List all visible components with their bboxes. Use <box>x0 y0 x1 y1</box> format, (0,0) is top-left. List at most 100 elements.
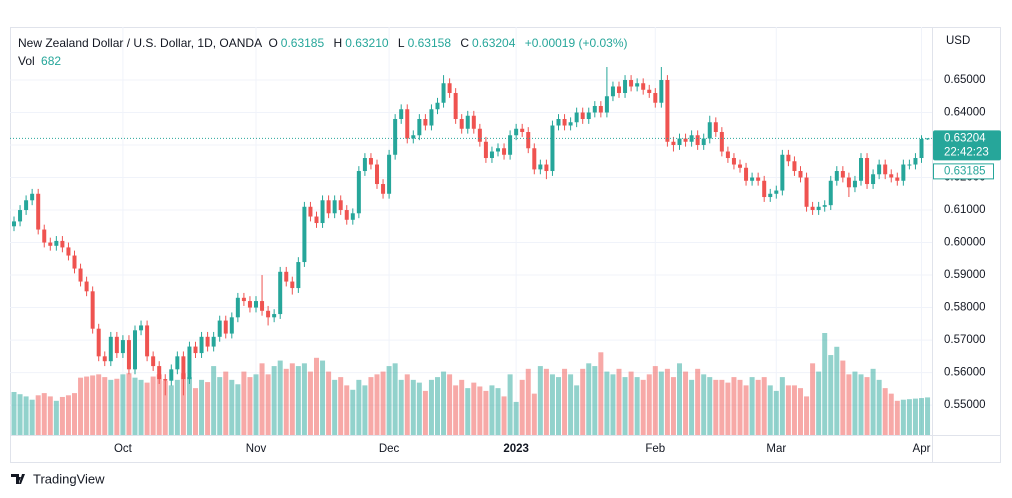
candle-body <box>120 340 125 354</box>
candle-body <box>465 115 470 129</box>
volume-bar <box>428 379 434 435</box>
candle-body <box>344 210 349 220</box>
candle-body <box>913 158 918 165</box>
volume-bar <box>840 360 846 435</box>
volume-bar <box>65 395 71 435</box>
volume-bar <box>144 382 150 435</box>
candle-body <box>133 330 137 370</box>
candle-body <box>163 379 168 381</box>
candle-body <box>193 346 198 354</box>
volume-bar <box>525 368 531 435</box>
volume-bar <box>719 379 725 435</box>
candle-body <box>78 268 83 282</box>
ohlc-item: O 0.63185 <box>268 36 327 50</box>
open-price-label: 0.63185 <box>944 165 986 177</box>
candle-body <box>798 171 803 178</box>
change: +0.00019 (+0.03%) <box>524 36 628 50</box>
volume-bar <box>785 385 791 435</box>
volume-bar <box>84 376 90 435</box>
volume-bar <box>864 377 870 435</box>
x-tick-label: Mar <box>766 443 786 455</box>
candle-body <box>302 206 307 263</box>
candle-body <box>610 86 615 97</box>
candle-body <box>623 79 628 93</box>
candle-body <box>441 83 446 103</box>
candle-body <box>514 128 519 136</box>
volume-bar <box>356 379 362 435</box>
volume-bar <box>283 368 289 435</box>
volume-bar <box>477 386 483 435</box>
volume-bar <box>211 366 217 435</box>
candle-body <box>181 356 186 380</box>
volume-bar <box>404 374 410 435</box>
candle-body <box>42 229 47 243</box>
volume-bar <box>852 371 858 435</box>
volume-bar <box>846 374 852 435</box>
volume-bar <box>743 385 749 435</box>
candle-body <box>538 164 543 170</box>
candle-body <box>738 164 742 168</box>
brand-logo <box>11 474 25 484</box>
volume-bar <box>29 399 35 435</box>
candle-body <box>695 135 700 146</box>
volume-bar <box>900 399 906 435</box>
volume-bar <box>731 377 737 435</box>
candle-body <box>18 210 23 222</box>
candle-body <box>895 177 900 181</box>
volume-bar <box>132 377 138 435</box>
candle-body <box>471 115 476 129</box>
y-tick-label: 0.59000 <box>944 269 986 281</box>
volume-bar <box>78 377 84 435</box>
volume-bar <box>114 378 120 435</box>
candle-body <box>30 193 35 201</box>
x-tick-label: Apr <box>913 443 931 455</box>
candle-body <box>278 271 283 315</box>
candle-body <box>810 206 815 211</box>
volume-bar <box>519 379 525 435</box>
volume-bar <box>513 401 519 435</box>
candle-body <box>877 164 882 175</box>
volume-bar <box>658 371 664 435</box>
candle-body <box>713 122 718 133</box>
volume-bar <box>120 374 126 435</box>
candle-body <box>822 205 827 207</box>
candle-body <box>157 366 162 380</box>
volume-bar <box>683 371 689 435</box>
candle-body <box>387 154 392 194</box>
candle-body <box>598 105 603 113</box>
candle-body <box>840 171 845 178</box>
volume-bar <box>180 373 186 435</box>
candle-body <box>792 161 797 172</box>
candle-body <box>151 356 156 367</box>
candle-body <box>489 151 494 159</box>
candle-body <box>126 340 131 370</box>
axes: 0.55000 0.56000 0.57000 0.58000 0.59000 0.600… <box>10 74 1001 455</box>
ohlc-label: O <box>268 36 278 50</box>
candle-body <box>786 154 791 162</box>
x-tick-label: 2023 <box>503 443 529 455</box>
volume-bar <box>677 363 682 435</box>
y-tick-label: 0.64000 <box>944 107 986 119</box>
volume-bar <box>320 360 326 435</box>
volume-bar <box>912 398 918 435</box>
candle-body <box>925 138 930 140</box>
volume-bar <box>392 363 398 435</box>
candle-body <box>381 184 386 194</box>
volume-bar <box>205 382 211 435</box>
x-tick-label: Dec <box>379 443 400 455</box>
candle-body <box>889 174 894 178</box>
volume-bar <box>670 377 676 435</box>
candle-body <box>102 356 107 362</box>
volume-bar <box>41 393 47 435</box>
volume-bar <box>253 374 259 435</box>
volume-bar <box>882 388 888 435</box>
volume-bar <box>332 379 338 435</box>
volume-bar <box>447 374 453 435</box>
candle-body <box>405 109 410 139</box>
volume-bar <box>562 368 568 435</box>
volume-bar <box>35 395 41 435</box>
candle-body <box>169 369 174 381</box>
candle-body <box>526 132 531 149</box>
volume-bar <box>368 377 374 435</box>
